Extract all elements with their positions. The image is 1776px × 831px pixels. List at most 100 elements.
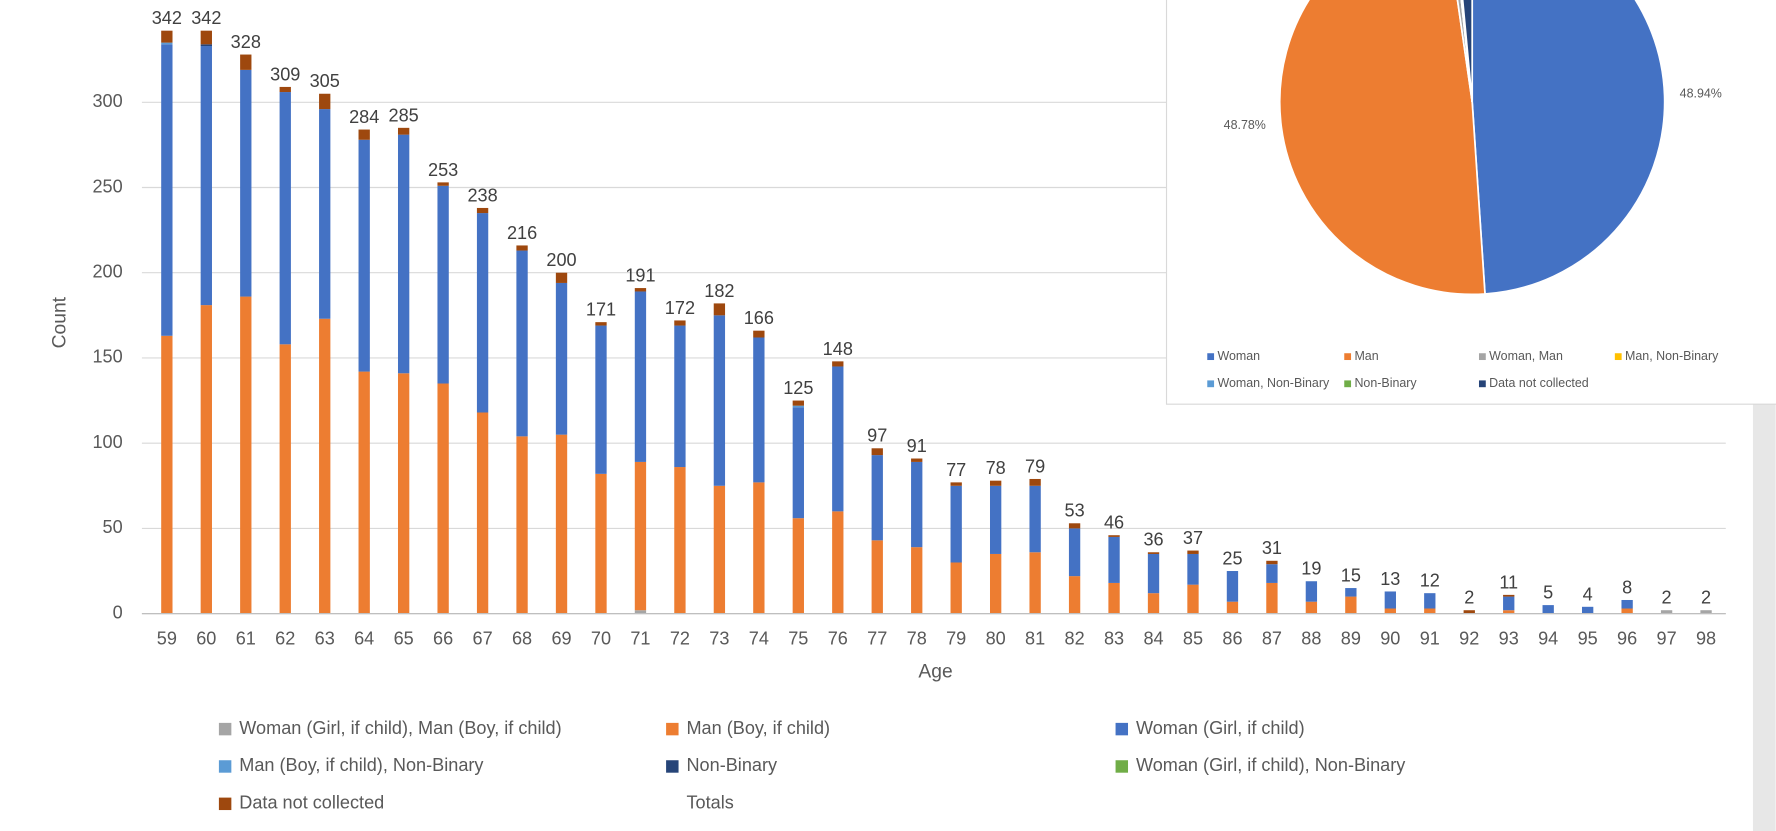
- bar-segment: [1266, 564, 1278, 583]
- bar-segment: [555, 272, 568, 283]
- legend-swatch: [1115, 722, 1129, 736]
- x-tick-label: 61: [236, 628, 256, 648]
- total-label: 19: [1301, 559, 1321, 579]
- bar-segment: [1621, 599, 1633, 609]
- total-label: 285: [389, 105, 419, 125]
- bar-segment: [358, 139, 370, 372]
- bar-segment: [871, 540, 883, 614]
- total-label: 8: [1622, 577, 1632, 597]
- x-tick-label: 74: [749, 628, 769, 648]
- x-tick-label: 90: [1380, 628, 1400, 648]
- total-label: 216: [507, 223, 537, 243]
- total-label: 25: [1222, 548, 1242, 568]
- x-tick-label: 80: [986, 628, 1006, 648]
- bar-segment: [911, 547, 923, 614]
- legend-swatch: [1115, 760, 1129, 773]
- bar-segment: [397, 373, 410, 614]
- bar-segment: [1503, 594, 1515, 597]
- x-tick-label: 82: [1065, 628, 1085, 648]
- legend-swatch: [666, 760, 679, 773]
- y-axis-title: Count: [49, 296, 70, 348]
- total-label: 79: [1025, 456, 1045, 476]
- bar-segment: [911, 461, 923, 548]
- pie-legend-label: Woman: [1217, 349, 1260, 363]
- bar-segment: [476, 412, 489, 614]
- x-tick-label: 70: [591, 628, 611, 648]
- legend-label: Totals: [686, 793, 733, 813]
- pie-legend-swatch: [1207, 353, 1215, 361]
- bar-segment: [200, 305, 212, 614]
- pie-legend-label: Data not collected: [1489, 376, 1589, 390]
- total-label: 191: [625, 266, 655, 286]
- pie-slice: [1278, 0, 1486, 296]
- bar-segment: [1503, 596, 1515, 611]
- bar-segment: [1226, 571, 1239, 602]
- pie-legend-swatch: [1478, 380, 1486, 388]
- x-tick-label: 65: [394, 628, 414, 648]
- bar-segment: [674, 320, 686, 326]
- bar-segment: [240, 54, 252, 70]
- bar-segment: [792, 400, 804, 406]
- bar-segment: [1147, 593, 1160, 614]
- total-label: 2: [1701, 588, 1711, 608]
- bar-segment: [279, 344, 291, 614]
- pie-panel: 48.94% 48.78% Woman Man Woman, Man Man, Non-B…: [1165, 0, 1776, 405]
- bar-segment: [595, 325, 607, 474]
- total-label: 2: [1464, 588, 1474, 608]
- total-label: 15: [1341, 566, 1361, 586]
- y-tick-label: 100: [92, 432, 122, 452]
- pie-slice: [1461, 0, 1474, 102]
- bar-segment: [1068, 528, 1081, 577]
- pie-legend-label: Man: [1354, 349, 1378, 363]
- bar-segment: [634, 610, 647, 614]
- bar-segment: [397, 134, 410, 374]
- pie-legend-label: Non-Binary: [1354, 376, 1417, 390]
- total-label: 5: [1543, 583, 1553, 603]
- bar-segment: [950, 485, 962, 563]
- bar-segment: [871, 448, 883, 456]
- pie-slice: [1456, 0, 1474, 103]
- x-tick-label: 59: [157, 628, 177, 648]
- bar-segment: [1463, 610, 1475, 614]
- bar-segment: [555, 434, 568, 614]
- bar-segment: [358, 129, 370, 140]
- bar-segment: [832, 511, 844, 614]
- legend-label: Man (Boy, if child), Non-Binary: [239, 755, 484, 775]
- bar-segment: [792, 407, 804, 519]
- bar-segment: [1384, 608, 1396, 614]
- bar-segment: [792, 518, 804, 614]
- legend-label: Non-Binary: [686, 755, 778, 775]
- total-label: 200: [546, 250, 576, 270]
- total-label: 77: [946, 460, 966, 480]
- bar-segment: [753, 330, 765, 338]
- bar-segment: [1029, 485, 1041, 553]
- bar-segment: [1345, 588, 1357, 597]
- y-tick-label: 0: [113, 602, 123, 622]
- bar-segment: [437, 182, 449, 186]
- x-axis-title: Age: [918, 662, 952, 683]
- pie-label: 48.94%: [1680, 87, 1722, 101]
- bar-segment: [1187, 553, 1199, 585]
- bar-segment: [1108, 582, 1120, 614]
- bar-segment: [989, 485, 1002, 554]
- bar-segment: [319, 93, 331, 110]
- bar-segment: [161, 335, 173, 614]
- bar-segment: [161, 42, 173, 45]
- bar-segment: [516, 436, 528, 614]
- legend-label: Woman (Girl, if child), Non-Binary: [1136, 755, 1406, 775]
- pie-legend-label: Woman, Non-Binary: [1217, 376, 1330, 390]
- bar-segment: [1700, 610, 1712, 614]
- bar-plot: 0501001502002503005934260342613286230963…: [92, 8, 1726, 813]
- bar-segment: [358, 371, 370, 614]
- bar-segment: [555, 282, 568, 435]
- bar-segment: [516, 245, 528, 251]
- x-tick-label: 88: [1301, 628, 1321, 648]
- total-label: 2: [1662, 588, 1672, 608]
- pie-legend-swatch: [1344, 353, 1352, 361]
- x-tick-label: 69: [551, 628, 571, 648]
- bar-segment: [950, 482, 962, 486]
- total-label: 172: [665, 298, 695, 318]
- y-tick-label: 200: [92, 262, 122, 282]
- bar-segment: [713, 303, 726, 316]
